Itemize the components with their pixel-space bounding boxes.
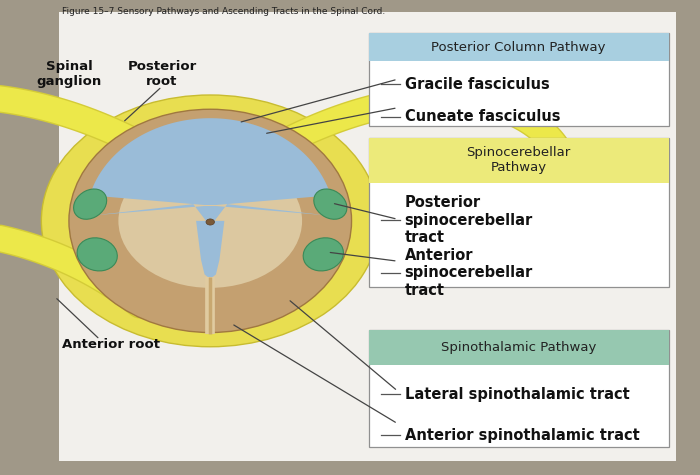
Text: Anterior root: Anterior root (62, 338, 160, 351)
Ellipse shape (206, 219, 214, 225)
Text: Posterior Column Pathway: Posterior Column Pathway (431, 41, 606, 54)
Text: Figure 15–7 Sensory Pathways and Ascending Tracts in the Spinal Cord.: Figure 15–7 Sensory Pathways and Ascendi… (62, 7, 385, 16)
Text: Posterior
root: Posterior root (127, 60, 197, 87)
Polygon shape (196, 221, 225, 279)
Text: Anterior
spinocerebellar
tract: Anterior spinocerebellar tract (405, 248, 533, 298)
FancyBboxPatch shape (369, 33, 668, 126)
Ellipse shape (77, 238, 118, 271)
Ellipse shape (69, 109, 351, 332)
Text: Spinothalamic Pathway: Spinothalamic Pathway (441, 341, 596, 354)
FancyBboxPatch shape (369, 33, 668, 61)
Ellipse shape (314, 189, 347, 219)
FancyBboxPatch shape (369, 138, 668, 287)
FancyBboxPatch shape (369, 330, 668, 446)
Text: Lateral spinothalamic tract: Lateral spinothalamic tract (405, 387, 629, 402)
Ellipse shape (118, 154, 302, 288)
Ellipse shape (214, 159, 268, 220)
Polygon shape (90, 118, 330, 227)
Ellipse shape (41, 95, 379, 347)
Text: Cuneate fasciculus: Cuneate fasciculus (405, 109, 560, 124)
Text: Spinal
ganglion: Spinal ganglion (36, 60, 102, 87)
FancyBboxPatch shape (369, 138, 668, 183)
Ellipse shape (153, 159, 206, 220)
FancyBboxPatch shape (369, 330, 668, 365)
Ellipse shape (216, 217, 284, 275)
Ellipse shape (136, 217, 204, 275)
Text: Spinocerebellar
Pathway: Spinocerebellar Pathway (467, 146, 570, 174)
FancyBboxPatch shape (59, 12, 676, 461)
Text: Anterior spinothalamic tract: Anterior spinothalamic tract (405, 428, 639, 443)
Text: Posterior
spinocerebellar
tract: Posterior spinocerebellar tract (405, 195, 533, 245)
Text: Gracile fasciculus: Gracile fasciculus (405, 77, 550, 92)
Ellipse shape (74, 189, 106, 219)
Ellipse shape (303, 238, 344, 271)
